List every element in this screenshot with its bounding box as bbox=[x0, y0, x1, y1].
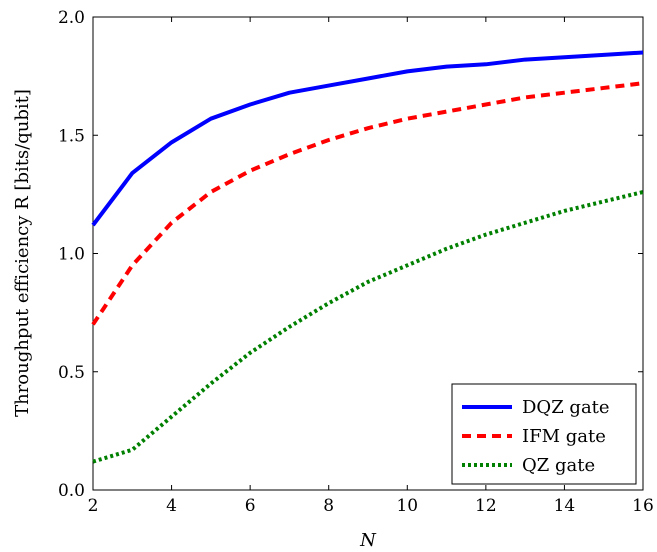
y-axis-label: Throughput efficiency R [bits/qubit] bbox=[12, 89, 33, 417]
x-tick-label: 10 bbox=[396, 496, 418, 516]
legend-label: DQZ gate bbox=[522, 397, 610, 418]
x-tick-label: 4 bbox=[166, 496, 177, 516]
y-tick-label: 0.0 bbox=[58, 481, 85, 501]
x-tick-label: 16 bbox=[632, 496, 654, 516]
x-axis-label: N bbox=[359, 530, 377, 551]
y-tick-label: 2.0 bbox=[58, 8, 85, 28]
legend: DQZ gate IFM gate QZ gate bbox=[451, 383, 637, 485]
x-tick-label: 2 bbox=[88, 496, 99, 516]
x-tick-label: 12 bbox=[475, 496, 497, 516]
x-tick-label: 6 bbox=[245, 496, 256, 516]
ticks: 2 4 6 8 10 12 14 16 0.0 0.5 1.0 1.5 2.0 bbox=[58, 8, 654, 516]
series-lines bbox=[91, 50, 644, 464]
y-tick-label: 1.5 bbox=[58, 126, 85, 146]
series-line-ifm-gate bbox=[91, 81, 644, 326]
legend-label: QZ gate bbox=[522, 455, 595, 476]
x-tick-label: 14 bbox=[554, 496, 576, 516]
series-line-qz-gate bbox=[92, 190, 644, 464]
x-tick-label: 8 bbox=[323, 496, 334, 516]
series-line-dqz-gate bbox=[91, 50, 644, 227]
y-tick-label: 1.0 bbox=[58, 245, 85, 265]
legend-label: IFM gate bbox=[522, 426, 606, 447]
y-tick-label: 0.5 bbox=[58, 363, 85, 383]
